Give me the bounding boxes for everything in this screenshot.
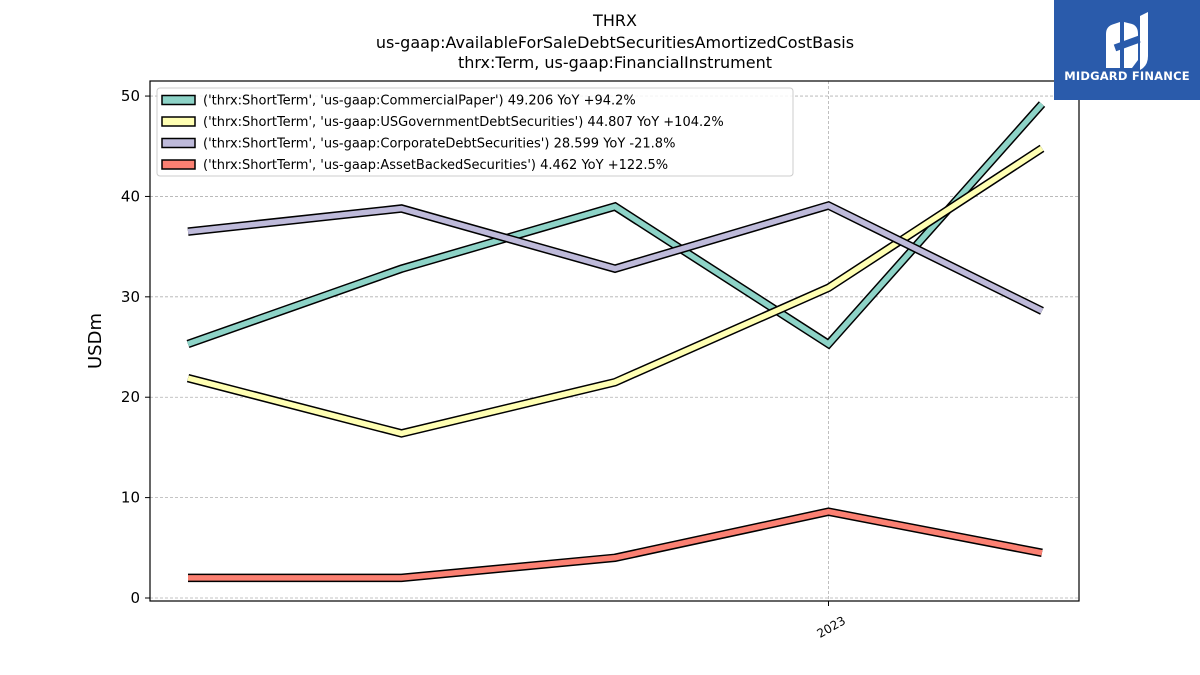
chart-title-line-1: THRX [592, 11, 637, 30]
y-tick-label: 40 [121, 187, 140, 205]
legend-swatch [161, 94, 196, 106]
series-line-fill [188, 508, 1043, 581]
legend-swatch [161, 137, 196, 149]
series-line [186, 101, 1046, 350]
legend-entry: ('thrx:ShortTerm', 'us-gaap:AssetBackedS… [203, 158, 668, 173]
y-tick-label: 0 [130, 589, 140, 607]
series-line-outline [186, 144, 1045, 438]
logo-text: MIDGARD FINANCE [1064, 69, 1190, 83]
legend-swatch [161, 159, 196, 170]
chart-title: THRX us-gaap:AvailableForSaleDebtSecurit… [376, 11, 854, 72]
plot-frame [149, 80, 1080, 602]
y-tick-label: 20 [121, 388, 140, 406]
midgard-logo-icon [1106, 12, 1148, 70]
chart-title-line-2: us-gaap:AvailableForSaleDebtSecuritiesAm… [376, 33, 854, 52]
series-line-fill [187, 202, 1044, 314]
series-line [188, 507, 1043, 583]
series-line [186, 144, 1045, 438]
series-line-fill [187, 102, 1045, 348]
chart-title-line-3: thrx:Term, us-gaap:FinancialInstrument [458, 53, 772, 72]
x-tick-label: 2023 [815, 613, 848, 640]
y-tick-label: 50 [121, 87, 140, 105]
legend-entry: ('thrx:ShortTerm', 'us-gaap:CommercialPa… [203, 94, 636, 109]
midgard-finance-logo: MIDGARD FINANCE [1054, 0, 1200, 100]
legend-swatch [161, 116, 196, 127]
series-line-outline [188, 507, 1043, 583]
legend-entry: ('thrx:ShortTerm', 'us-gaap:CorporateDeb… [203, 137, 675, 152]
y-tick-label: 10 [121, 489, 140, 507]
legend-box [156, 87, 794, 177]
legend-entry: ('thrx:ShortTerm', 'us-gaap:USGovernment… [203, 115, 724, 130]
y-axis-label: USDm [85, 313, 106, 369]
legend: ('thrx:ShortTerm', 'us-gaap:CommercialPa… [156, 87, 794, 177]
series-line [187, 200, 1044, 315]
series-line-fill [187, 145, 1044, 437]
y-tick-label: 30 [121, 288, 140, 306]
series-lines [186, 101, 1046, 583]
axes: 0 10 20 30 40 50 2023 [121, 87, 848, 641]
